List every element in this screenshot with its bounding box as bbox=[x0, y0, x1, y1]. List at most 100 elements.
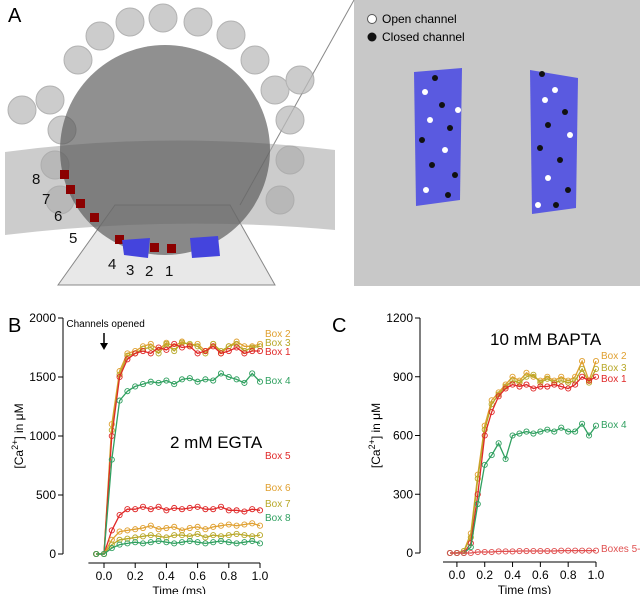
series-line bbox=[96, 340, 261, 555]
data-point bbox=[163, 346, 170, 353]
data-point bbox=[474, 548, 481, 556]
panel-label: B bbox=[8, 315, 21, 337]
data-point bbox=[488, 408, 495, 416]
data-point bbox=[467, 544, 474, 551]
data-point bbox=[210, 532, 217, 539]
data-point bbox=[256, 507, 264, 514]
data-point bbox=[217, 350, 225, 357]
x-tick-label: 0.8 bbox=[220, 569, 237, 583]
data-point bbox=[171, 523, 178, 530]
data-point bbox=[233, 540, 240, 547]
data-point bbox=[233, 376, 240, 383]
data-point bbox=[558, 547, 565, 554]
data-point bbox=[225, 507, 232, 514]
data-point bbox=[241, 350, 248, 357]
data-point bbox=[116, 373, 123, 381]
data-point bbox=[544, 375, 551, 382]
data-point bbox=[558, 383, 565, 390]
y-tick-label: 900 bbox=[393, 370, 413, 384]
x-tick-label: 1.0 bbox=[252, 569, 269, 583]
data-point bbox=[241, 539, 248, 546]
data-point bbox=[171, 540, 178, 547]
data-point bbox=[147, 378, 154, 385]
data-point bbox=[579, 547, 586, 554]
data-point bbox=[474, 475, 481, 482]
data-point bbox=[481, 432, 488, 439]
data-point bbox=[132, 526, 139, 533]
y-tick-label: 600 bbox=[393, 429, 413, 443]
data-point bbox=[460, 549, 467, 557]
data-point bbox=[202, 347, 209, 355]
data-point bbox=[509, 377, 516, 384]
active-zone-zoom bbox=[414, 68, 462, 206]
data-point bbox=[194, 539, 201, 546]
data-point bbox=[537, 383, 544, 390]
box-label: 7 bbox=[42, 191, 50, 208]
series: Box 5 bbox=[93, 451, 291, 558]
active-zone bbox=[190, 236, 220, 258]
data-point bbox=[592, 373, 600, 380]
series-label: Box 5 bbox=[265, 451, 291, 462]
data-point bbox=[579, 373, 586, 380]
data-point bbox=[202, 526, 209, 533]
data-point bbox=[202, 540, 209, 547]
box-label: 1 bbox=[165, 263, 173, 280]
data-point bbox=[178, 376, 186, 383]
data-point bbox=[572, 381, 579, 388]
data-point bbox=[116, 528, 123, 535]
data-point bbox=[202, 534, 209, 541]
series-line bbox=[450, 549, 596, 554]
data-point bbox=[256, 540, 264, 547]
series-line bbox=[96, 540, 261, 555]
y-axis-label-part: 2+ bbox=[367, 439, 377, 449]
legend-marker bbox=[367, 14, 377, 24]
series: Box 3 bbox=[446, 363, 627, 557]
data-point bbox=[537, 428, 544, 435]
data-point bbox=[116, 512, 123, 519]
series-line bbox=[96, 506, 261, 555]
data-point bbox=[155, 344, 162, 351]
data-point bbox=[124, 527, 131, 534]
x-axis-label: Time (ms) bbox=[498, 583, 552, 594]
data-point bbox=[202, 506, 209, 513]
y-tick-label: 1000 bbox=[29, 429, 56, 443]
data-point bbox=[537, 379, 544, 386]
data-point bbox=[194, 350, 201, 357]
data-point bbox=[502, 548, 509, 555]
y-tick-label: 500 bbox=[36, 488, 56, 502]
series-line bbox=[450, 422, 597, 554]
series-line bbox=[450, 367, 597, 554]
data-point bbox=[233, 340, 240, 348]
data-point bbox=[217, 522, 225, 529]
data-point bbox=[241, 521, 248, 528]
data-point bbox=[225, 539, 232, 546]
data-point bbox=[178, 339, 186, 346]
series-label: Box 2 bbox=[265, 329, 291, 340]
data-point bbox=[249, 506, 256, 513]
data-point bbox=[256, 347, 264, 355]
data-point bbox=[155, 526, 162, 533]
y-axis-label-part: 2+ bbox=[10, 440, 20, 450]
data-point bbox=[241, 343, 248, 350]
data-point bbox=[163, 507, 170, 514]
data-point bbox=[155, 533, 162, 540]
data-point bbox=[163, 377, 170, 384]
data-point bbox=[585, 547, 593, 554]
data-point bbox=[565, 547, 572, 554]
data-point bbox=[249, 537, 256, 545]
data-point bbox=[202, 376, 209, 383]
data-point bbox=[256, 343, 264, 350]
data-point bbox=[488, 548, 495, 556]
data-point bbox=[178, 539, 186, 546]
y-tick-label: 0 bbox=[406, 546, 413, 560]
data-point bbox=[217, 537, 225, 545]
data-point bbox=[544, 383, 551, 390]
data-point bbox=[124, 352, 131, 359]
series-label: Boxes 5-8 bbox=[601, 544, 640, 555]
data-point bbox=[509, 381, 516, 388]
data-point bbox=[523, 547, 530, 555]
data-point bbox=[147, 344, 154, 351]
box-label: 8 bbox=[32, 171, 40, 188]
active-zone bbox=[122, 238, 150, 258]
